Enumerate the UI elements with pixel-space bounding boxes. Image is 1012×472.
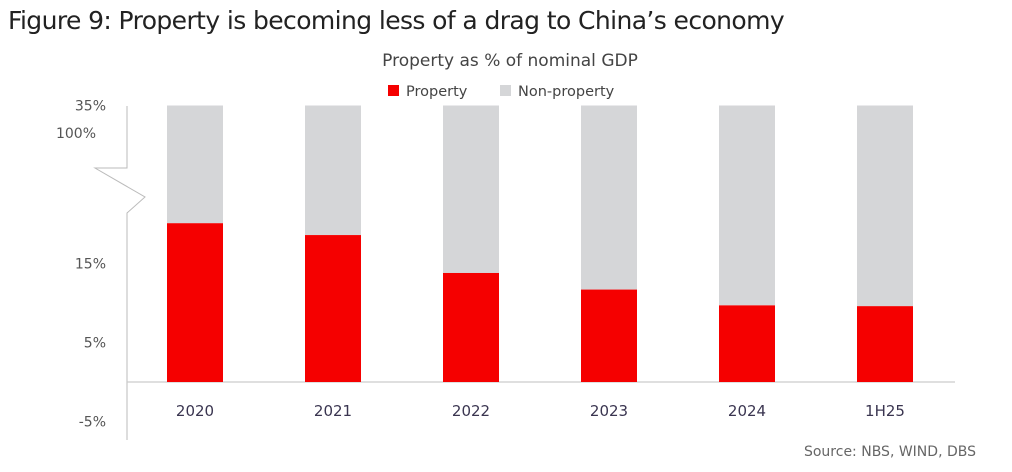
bar-non-property-2022 — [443, 105, 499, 273]
y-tick-label: 35% — [75, 99, 106, 115]
legend-label-non-property: Non-property — [518, 84, 615, 100]
x-category-label: 2021 — [314, 402, 352, 420]
bar-non-property-2021 — [305, 105, 361, 236]
x-category-label: 2023 — [590, 402, 628, 420]
legend-swatch-non-property — [500, 85, 511, 96]
y-axis-break-label: 100% — [56, 126, 96, 142]
y-axis-line-with-break — [93, 106, 146, 440]
legend-swatch-property — [388, 85, 399, 96]
x-category-label: 1H25 — [865, 402, 905, 420]
bar-non-property-2024 — [719, 105, 775, 306]
bar-property-2022 — [443, 272, 499, 382]
figure-title: Figure 9: Property is becoming less of a… — [8, 6, 785, 35]
x-category-label: 2024 — [728, 402, 766, 420]
source-note: Source: NBS, WIND, DBS — [804, 444, 976, 460]
bar-property-1H25 — [857, 306, 913, 382]
y-axis: 100% — [56, 106, 955, 440]
x-category-label: 2022 — [452, 402, 490, 420]
bar-non-property-2020 — [167, 105, 223, 224]
bar-property-2020 — [167, 223, 223, 382]
bar-non-property-2023 — [581, 105, 637, 290]
bar-non-property-1H25 — [857, 105, 913, 307]
y-tick-label: 5% — [84, 336, 106, 352]
legend-label-property: Property — [406, 84, 468, 100]
legend: Property Non-property — [388, 84, 615, 100]
bar-property-2021 — [305, 235, 361, 382]
chart-subtitle: Property as % of nominal GDP — [382, 51, 638, 71]
x-category-label: 2020 — [176, 402, 214, 420]
y-tick-label: -5% — [79, 415, 106, 431]
bar-property-2023 — [581, 289, 637, 382]
y-tick-label: 15% — [75, 257, 106, 273]
bar-property-2024 — [719, 305, 775, 382]
